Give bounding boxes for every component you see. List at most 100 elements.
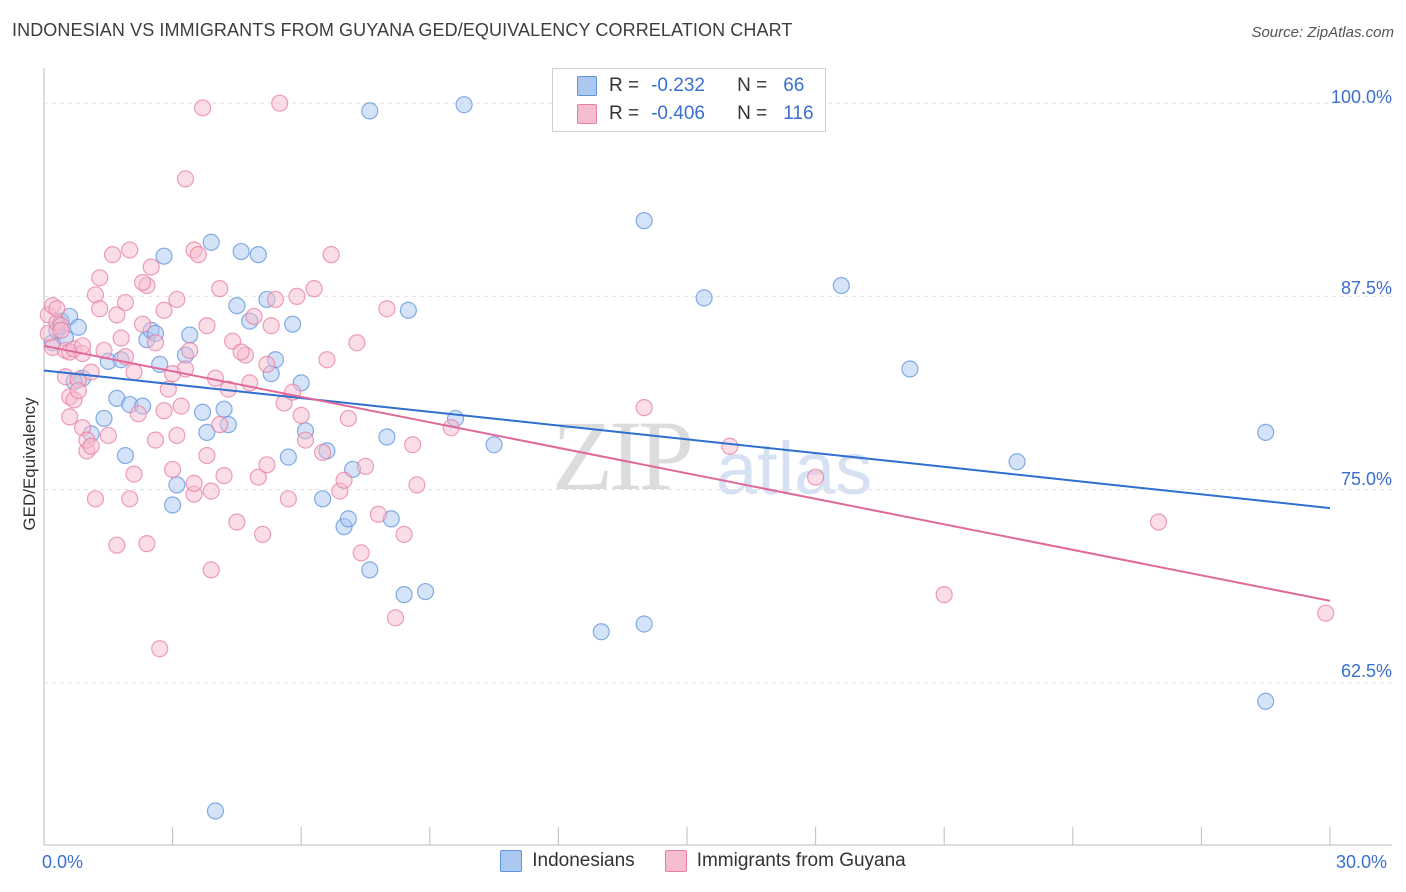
guyana-point <box>99 426 117 445</box>
guyana-point <box>198 446 216 465</box>
guyana-point <box>61 408 79 426</box>
watermark-zip: ZIP <box>552 400 694 511</box>
guyana-point <box>935 586 953 604</box>
indonesian-point <box>395 586 413 604</box>
pink-swatch <box>664 850 687 872</box>
indonesian-point <box>116 446 135 465</box>
guyana-point <box>82 363 100 381</box>
x-tick-label-min: 0.0% <box>42 852 84 872</box>
guyana-point <box>314 443 332 462</box>
guyana-point <box>108 536 126 554</box>
legend-label: Immigrants from Guyana <box>696 850 906 871</box>
guyana-point <box>288 287 306 305</box>
guyana-point <box>386 609 405 627</box>
guyana-point <box>339 409 357 428</box>
guyana-point <box>1317 604 1335 622</box>
r-label: R = <box>609 75 640 96</box>
indonesian-point <box>485 436 503 454</box>
guyana-trend-line <box>43 344 1331 602</box>
axis-layer <box>43 68 1392 846</box>
guyana-point <box>151 640 169 658</box>
indonesian-point <box>314 490 332 508</box>
guyana-point <box>129 405 147 423</box>
stats-legend: R = -0.232 N = 66 R = -0.406 N = 116 <box>552 68 826 132</box>
guyana-point <box>116 293 135 312</box>
indonesian-point <box>339 510 357 528</box>
guyana-point <box>408 476 426 494</box>
indonesian-point <box>198 423 216 441</box>
source-credit: Source: ZipAtlas.com <box>1251 24 1394 41</box>
guyana-point <box>121 241 139 259</box>
indonesian-point <box>695 289 713 307</box>
guyana-point <box>249 468 267 486</box>
guyana-point <box>138 535 156 553</box>
n-value: 116 <box>783 103 814 124</box>
guyana-point <box>232 343 250 361</box>
n-label: N = <box>737 75 768 96</box>
guyana-point <box>189 246 207 264</box>
guyana-point <box>202 482 220 500</box>
guyana-point <box>258 456 276 474</box>
guyana-point <box>271 94 289 112</box>
indonesian-point <box>1257 423 1275 441</box>
guyana-point <box>245 307 263 326</box>
guyana-point <box>279 490 297 508</box>
guyana-point <box>52 321 70 339</box>
guyana-point <box>211 416 229 434</box>
guyana-point <box>369 505 387 523</box>
guyana-point <box>198 317 216 335</box>
indonesian-point <box>416 582 435 601</box>
guyana-point <box>202 561 220 579</box>
guyana-point <box>108 306 126 324</box>
indonesian-point <box>635 615 653 633</box>
indonesian-point <box>202 233 220 251</box>
guyana-point <box>168 290 186 309</box>
indonesian-point <box>69 318 87 336</box>
trend-layer <box>43 344 1331 602</box>
guyana-point <box>103 246 122 264</box>
guyana-point <box>91 300 109 318</box>
n-label: N = <box>737 103 768 124</box>
blue-swatch <box>500 850 523 872</box>
guyana-point <box>91 269 109 287</box>
x-tick-label-max: 30.0% <box>1336 852 1388 872</box>
guyana-point <box>806 468 825 486</box>
y-tick-label: 62.5% <box>1340 661 1392 681</box>
indonesian-point <box>284 315 302 333</box>
stats-legend-row-guyana: R = -0.406 N = 116 <box>577 101 814 127</box>
r-value: -0.406 <box>651 103 705 124</box>
indonesian-point <box>378 428 396 446</box>
blue-swatch <box>577 76 597 96</box>
guyana-point <box>254 525 272 543</box>
guyana-point <box>133 315 152 333</box>
indonesian-point <box>1257 692 1275 710</box>
guyana-point <box>404 436 422 454</box>
indonesian-point <box>901 360 919 378</box>
guyana-point <box>296 431 315 449</box>
guyana-point <box>228 513 246 531</box>
guyana-point <box>356 457 375 475</box>
guyana-point <box>318 351 336 369</box>
legend-label: Indonesians <box>532 850 635 871</box>
indonesian-point <box>361 102 379 120</box>
guyana-point <box>181 341 199 360</box>
indonesian-point <box>832 276 850 295</box>
indonesian-point <box>399 301 417 319</box>
indonesian-point <box>194 403 212 421</box>
y-tick-label: 75.0% <box>1340 469 1392 489</box>
indonesian-point <box>155 247 173 265</box>
legend-item-indonesians[interactable]: Indonesians <box>500 850 635 872</box>
guyana-point <box>305 280 323 298</box>
guyana-point <box>112 329 130 347</box>
guyana-point <box>48 300 66 318</box>
points-layer <box>39 94 1335 820</box>
r-value: -0.232 <box>651 75 705 96</box>
indonesian-point <box>215 400 233 418</box>
r-label: R = <box>609 103 640 124</box>
guyana-point <box>185 474 203 492</box>
watermark-atlas: atlas <box>716 427 873 510</box>
indonesian-point <box>592 623 610 641</box>
legend-item-guyana[interactable]: Immigrants from Guyana <box>664 850 906 872</box>
y-tick-label: 100.0% <box>1330 87 1392 107</box>
